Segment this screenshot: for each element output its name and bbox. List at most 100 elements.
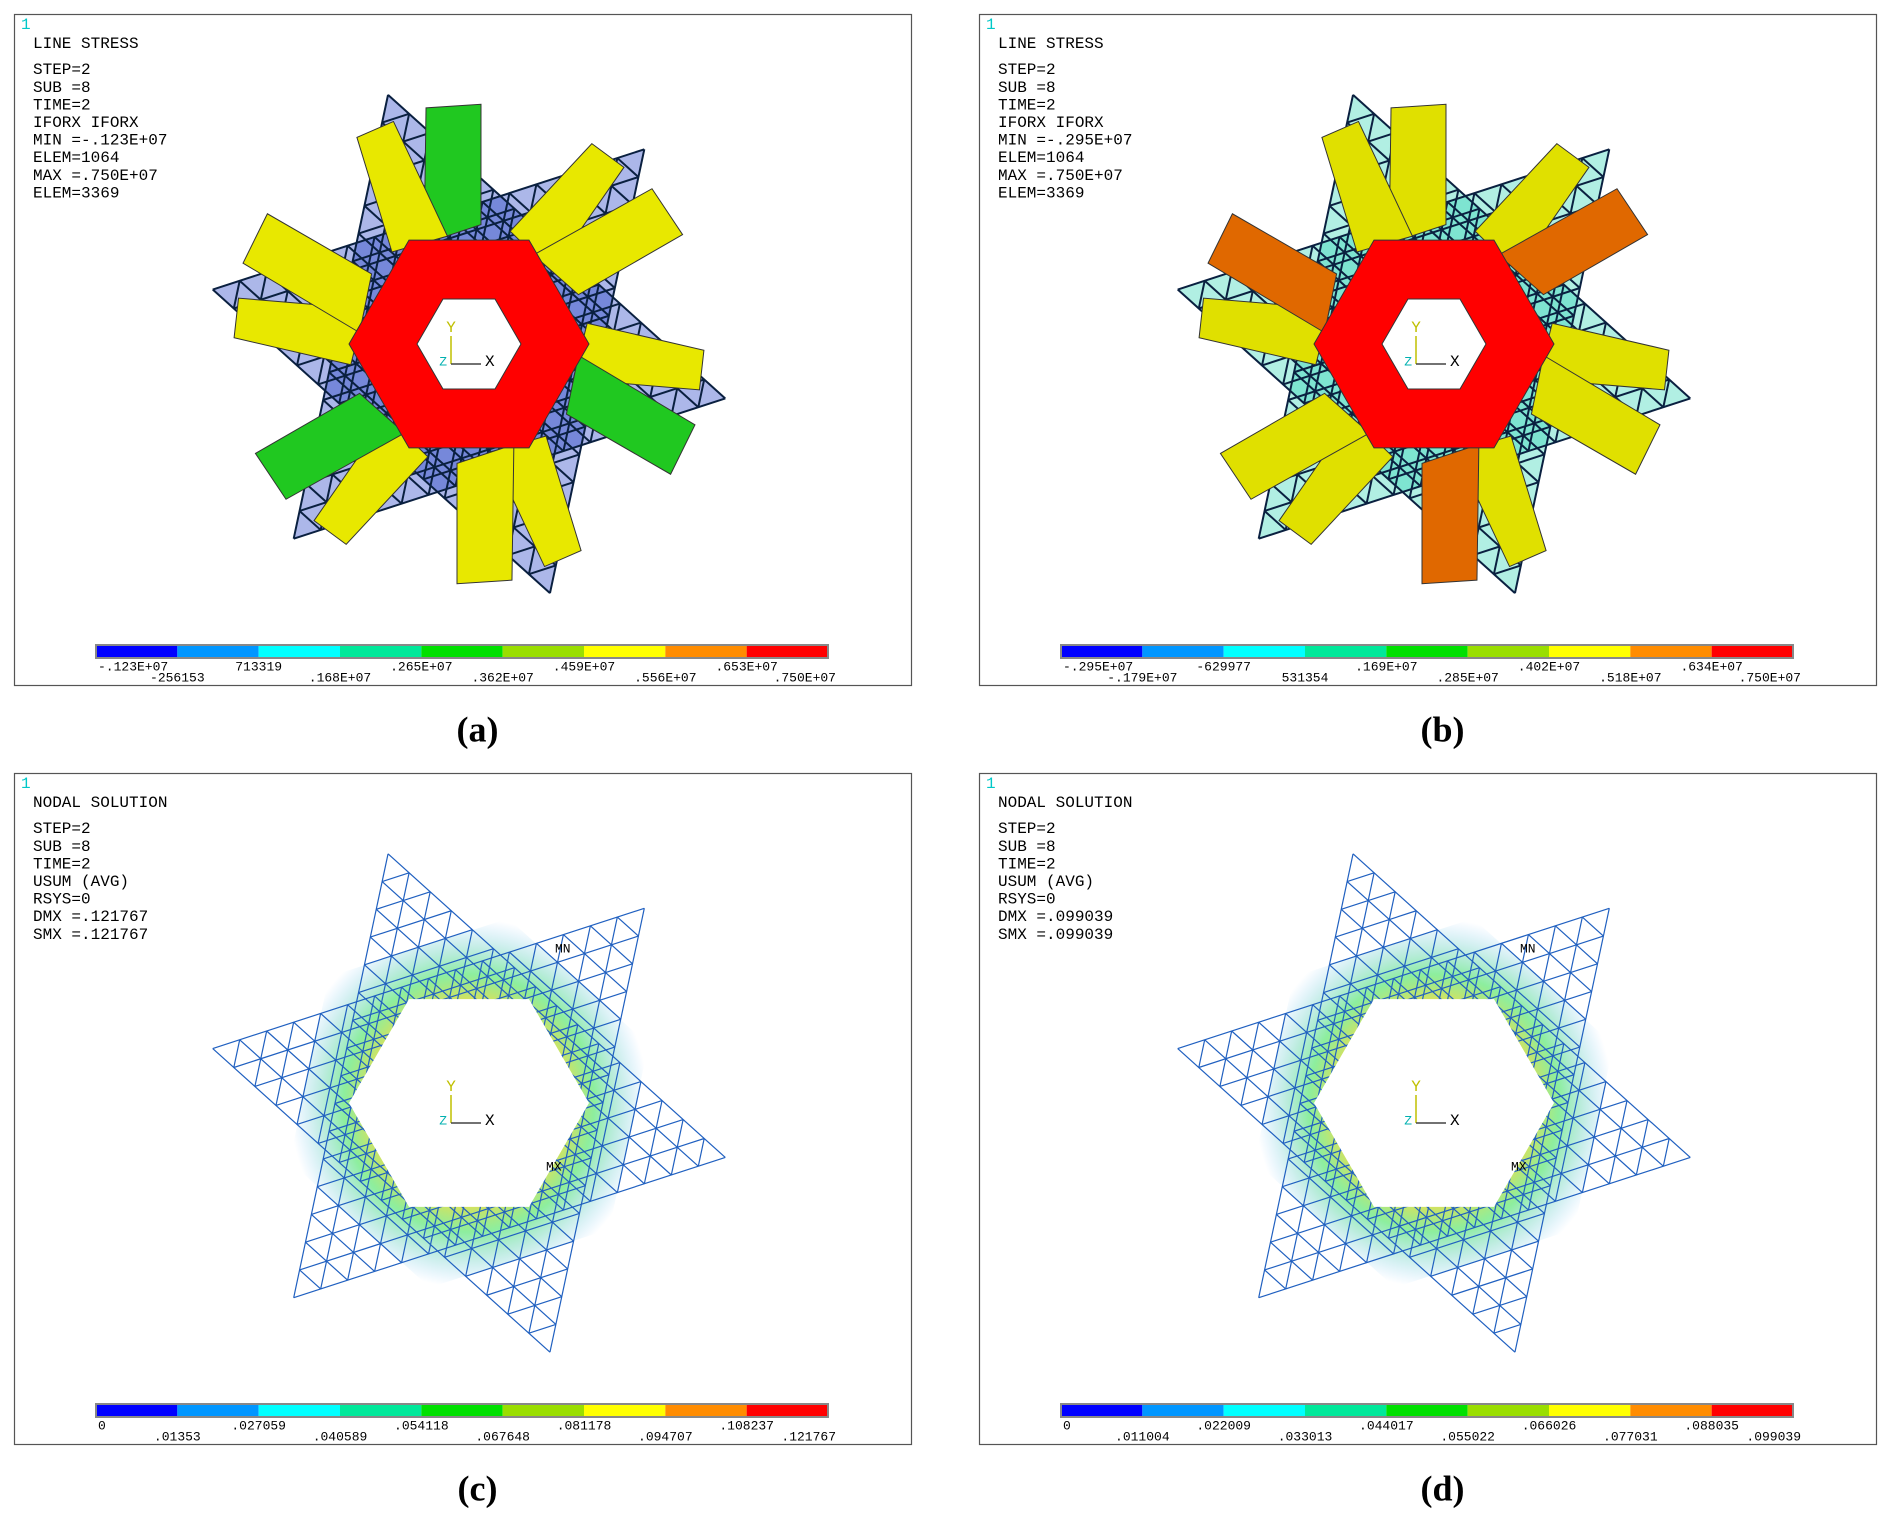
legend-label: .054118 (394, 1418, 449, 1433)
mesh-line (589, 1062, 621, 1202)
legend-label: .402E+07 (1518, 659, 1580, 674)
legend-swatch (1386, 1404, 1468, 1417)
legend-swatch (1223, 645, 1305, 658)
legend-label: .653E+07 (715, 659, 777, 674)
mesh-line (1493, 564, 1522, 576)
subfigure-caption: (a) (457, 709, 499, 749)
mesh-line (1263, 510, 1287, 531)
legend-swatch (1630, 1404, 1712, 1417)
legend-frame (1060, 644, 1794, 659)
legend-label: .055022 (1440, 1429, 1495, 1444)
header-line: ELEM=3369 (33, 184, 119, 202)
mesh-line (338, 995, 376, 1163)
legend-label: .066026 (1522, 1418, 1577, 1433)
header-line: STEP=2 (33, 61, 91, 79)
legend-swatch (1223, 1404, 1305, 1417)
legend-label: .01353 (154, 1429, 201, 1444)
legend-frame (95, 1403, 829, 1418)
header-line: TIME=2 (998, 96, 1056, 114)
header-line: SUB =8 (998, 79, 1056, 97)
legend-swatch (177, 1404, 259, 1417)
mesh-line (1303, 995, 1341, 1163)
mesh-line (322, 1158, 429, 1255)
legend-label: .040589 (313, 1429, 368, 1444)
header-line: ELEM=1064 (998, 149, 1084, 167)
mesh-line (1581, 916, 1604, 937)
mesh-line (1198, 1039, 1206, 1068)
mesh-line (1662, 379, 1671, 408)
element-band (242, 213, 373, 334)
legend-swatch (584, 1404, 666, 1417)
legend-swatch (1549, 645, 1631, 658)
mesh-line (1240, 1022, 1260, 1106)
triad-label: X (1450, 1112, 1460, 1130)
triad-label: X (1450, 353, 1460, 371)
legend-swatch (502, 1404, 584, 1417)
legend-label: 0 (98, 1418, 106, 1433)
legend-swatch (1061, 645, 1143, 658)
mesh (1177, 94, 1691, 594)
subfigure-caption: (d) (1421, 1468, 1465, 1508)
legend-label: .067648 (475, 1429, 530, 1444)
mesh-line (212, 1048, 551, 1353)
legend-label: .108237 (719, 1418, 774, 1433)
header-line: TIME=2 (33, 855, 91, 873)
header-line: SUB =8 (33, 79, 91, 97)
triad-label: Z (1404, 354, 1412, 369)
element-band (423, 103, 482, 245)
mesh-line (1451, 1268, 1533, 1296)
header-line: STEP=2 (33, 820, 91, 838)
mesh-line (317, 1004, 349, 1144)
legend-swatch (1142, 1404, 1224, 1417)
header-line: DMX =.099039 (998, 908, 1113, 926)
legend-label: 531354 (1282, 670, 1329, 685)
legend-label: 0 (1063, 1418, 1071, 1433)
legend-swatch (340, 645, 422, 658)
header-line: STEP=2 (998, 61, 1056, 79)
legend-swatch (96, 645, 178, 658)
mesh-line (370, 910, 452, 938)
legend-label: .169E+07 (1355, 659, 1417, 674)
mesh-line (1409, 1212, 1545, 1258)
legend-label: .121767 (781, 1429, 836, 1444)
legend-swatch (421, 1404, 503, 1417)
marker-label: MX (546, 1159, 562, 1174)
legend-swatch (1549, 1404, 1631, 1417)
header-line: STEP=2 (998, 820, 1056, 838)
legend-swatch (665, 1404, 747, 1417)
mesh-line (1352, 853, 1691, 1158)
mesh-line (358, 948, 494, 994)
mesh-line (697, 1138, 705, 1167)
element-band (1530, 354, 1661, 475)
marker-label: MN (1520, 941, 1536, 956)
legend-label: .285E+07 (1436, 670, 1498, 685)
legend-label: .077031 (1603, 1429, 1658, 1444)
mesh-line (1346, 112, 1375, 124)
marker-label: MN (555, 941, 571, 956)
mesh-line (299, 1269, 322, 1290)
legend-swatch (584, 645, 666, 658)
mesh-line (1346, 872, 1375, 883)
header-line: LINE STRESS (33, 35, 139, 53)
triad-label: Y (1411, 1078, 1421, 1096)
mesh-line (528, 564, 557, 576)
header-line: IFORX IFORX (998, 114, 1104, 132)
legend-label: -.123E+07 (98, 659, 168, 674)
mesh-line (1282, 1004, 1314, 1144)
element-band (1219, 392, 1371, 500)
header-line: NODAL SOLUTION (998, 794, 1132, 812)
window-number: 1 (21, 16, 31, 34)
legend-label: .027059 (231, 1418, 286, 1433)
triad-label: Y (1411, 319, 1421, 337)
header-line: NODAL SOLUTION (33, 794, 167, 812)
mesh-line (298, 510, 322, 531)
element-band (565, 354, 696, 475)
legend-swatch (1061, 1404, 1143, 1417)
mesh-line (1608, 1100, 1628, 1184)
mesh (212, 94, 726, 594)
mesh-line (1264, 1269, 1287, 1290)
legend-swatch (502, 645, 584, 658)
legend-label: .099039 (1746, 1429, 1801, 1444)
